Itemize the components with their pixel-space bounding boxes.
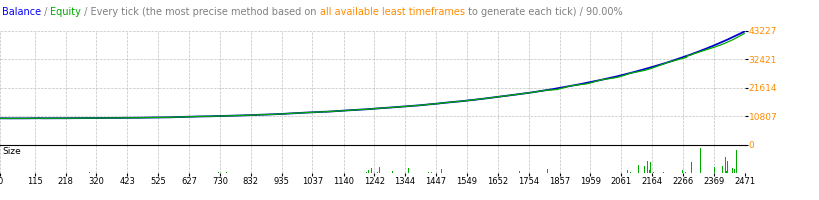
Text: /: / — [41, 7, 50, 17]
Text: Size: Size — [2, 147, 21, 156]
Text: Balance: Balance — [2, 7, 41, 17]
Text: to generate each tick) / 90.00%: to generate each tick) / 90.00% — [464, 7, 622, 17]
Text: Equity: Equity — [50, 7, 81, 17]
Text: all available least timeframes: all available least timeframes — [319, 7, 464, 17]
Text: / Every tick (the most precise method based on: / Every tick (the most precise method ba… — [81, 7, 319, 17]
